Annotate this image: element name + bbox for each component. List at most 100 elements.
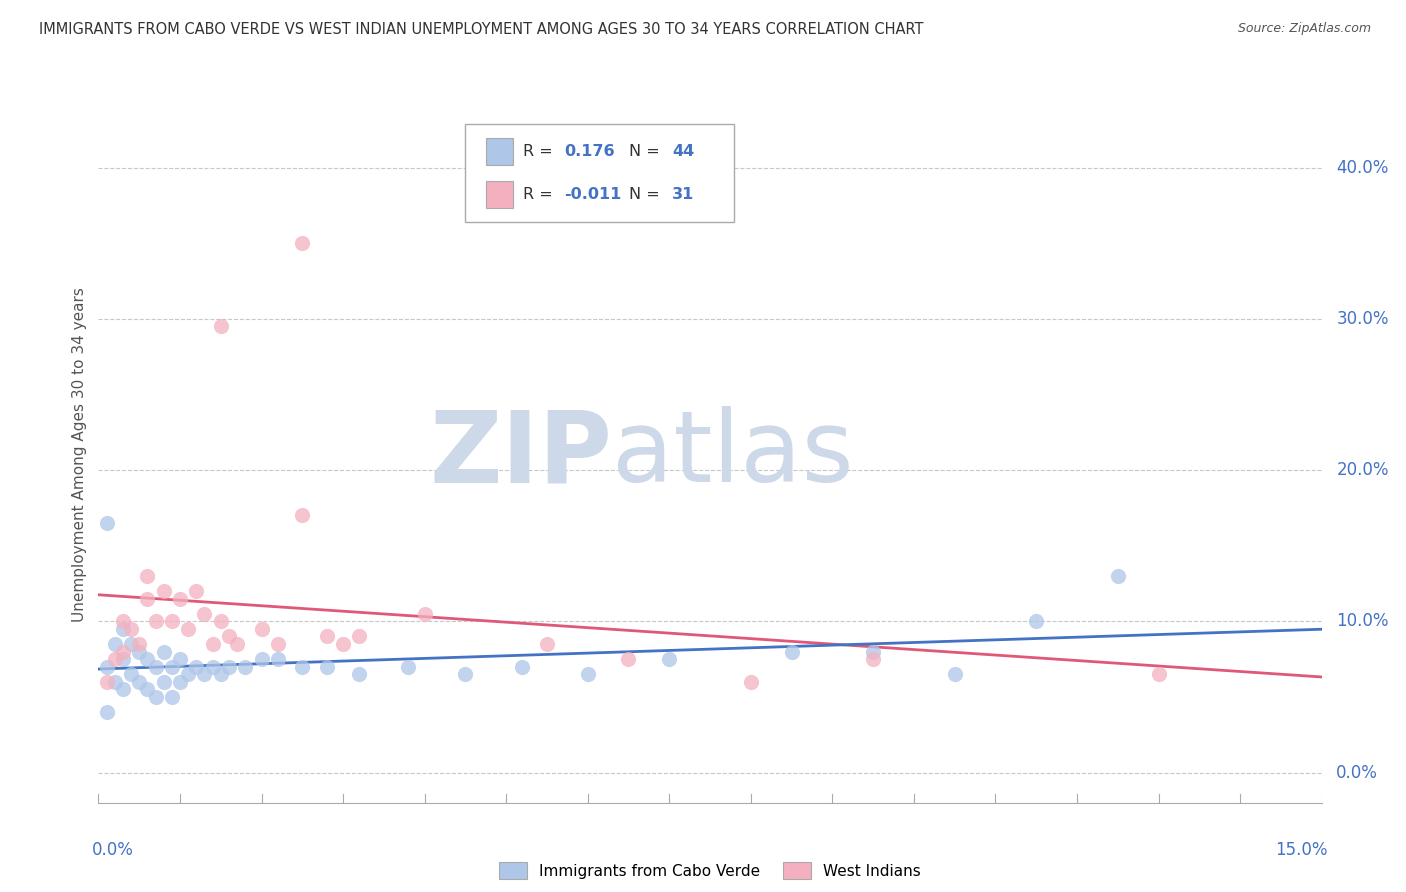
Point [233, 659, 256, 673]
Point [169, 674, 191, 689]
FancyBboxPatch shape [465, 124, 734, 222]
Y-axis label: Unemployment Among Ages 30 to 34 years: Unemployment Among Ages 30 to 34 years [72, 287, 87, 623]
Text: 0.0%: 0.0% [1336, 764, 1378, 781]
Text: IMMIGRANTS FROM CABO VERDE VS WEST INDIAN UNEMPLOYMENT AMONG AGES 30 TO 34 YEARS: IMMIGRANTS FROM CABO VERDE VS WEST INDIA… [39, 22, 924, 37]
Point [177, 622, 200, 636]
Point [169, 591, 191, 606]
Point [96, 659, 118, 673]
Point [104, 674, 127, 689]
Point [128, 674, 150, 689]
Point [658, 652, 681, 666]
Point [152, 674, 174, 689]
Point [943, 667, 966, 681]
Text: Source: ZipAtlas.com: Source: ZipAtlas.com [1237, 22, 1371, 36]
Point [740, 674, 762, 689]
Text: 31: 31 [672, 187, 695, 202]
Point [332, 637, 354, 651]
Point [128, 637, 150, 651]
Point [862, 652, 884, 666]
Point [193, 607, 215, 621]
Text: R =: R = [523, 145, 553, 159]
Point [576, 667, 599, 681]
Point [128, 644, 150, 658]
Point [267, 652, 290, 666]
Text: R =: R = [523, 187, 553, 202]
Point [120, 622, 142, 636]
Point [250, 622, 273, 636]
Point [96, 674, 118, 689]
Text: 20.0%: 20.0% [1336, 461, 1389, 479]
Text: N =: N = [630, 187, 659, 202]
Point [186, 659, 208, 673]
Legend: Immigrants from Cabo Verde, West Indians: Immigrants from Cabo Verde, West Indians [494, 855, 927, 886]
Point [617, 652, 640, 666]
Point [315, 629, 337, 643]
Point [349, 629, 371, 643]
Point [349, 667, 371, 681]
Point [226, 637, 249, 651]
Point [780, 644, 803, 658]
Point [160, 659, 183, 673]
Point [177, 667, 200, 681]
Text: 10.0%: 10.0% [1336, 612, 1389, 631]
Point [209, 615, 232, 629]
Point [413, 607, 436, 621]
Point [291, 508, 314, 523]
Text: atlas: atlas [612, 407, 853, 503]
Point [111, 644, 134, 658]
Point [201, 637, 224, 651]
Point [111, 682, 134, 697]
Point [536, 637, 558, 651]
Point [152, 644, 174, 658]
Point [315, 659, 337, 673]
Point [160, 615, 183, 629]
Text: 40.0%: 40.0% [1336, 159, 1389, 177]
Text: -0.011: -0.011 [564, 187, 621, 202]
Point [169, 652, 191, 666]
Point [218, 659, 240, 673]
Point [145, 615, 167, 629]
Point [136, 569, 159, 583]
Text: 30.0%: 30.0% [1336, 310, 1389, 327]
Point [145, 690, 167, 704]
Point [862, 644, 884, 658]
Point [160, 690, 183, 704]
Point [218, 629, 240, 643]
Point [193, 667, 215, 681]
Point [111, 652, 134, 666]
Point [145, 659, 167, 673]
Text: 15.0%: 15.0% [1275, 841, 1327, 859]
Point [120, 637, 142, 651]
Point [111, 615, 134, 629]
Point [186, 584, 208, 599]
Text: 0.176: 0.176 [564, 145, 614, 159]
Point [267, 637, 290, 651]
Point [104, 637, 127, 651]
Point [209, 667, 232, 681]
Point [291, 659, 314, 673]
Point [201, 659, 224, 673]
Point [1107, 569, 1129, 583]
Point [96, 705, 118, 719]
Text: 44: 44 [672, 145, 695, 159]
Point [136, 652, 159, 666]
Text: 0.0%: 0.0% [93, 841, 134, 859]
Point [111, 622, 134, 636]
Point [291, 236, 314, 251]
Point [250, 652, 273, 666]
Point [96, 516, 118, 530]
Point [1025, 615, 1047, 629]
Text: ZIP: ZIP [429, 407, 612, 503]
Point [152, 584, 174, 599]
Point [120, 667, 142, 681]
Text: N =: N = [630, 145, 659, 159]
Point [136, 682, 159, 697]
FancyBboxPatch shape [486, 181, 513, 208]
FancyBboxPatch shape [486, 138, 513, 165]
Point [104, 652, 127, 666]
Point [209, 319, 232, 334]
Point [136, 591, 159, 606]
Point [512, 659, 534, 673]
Point [1147, 667, 1170, 681]
Point [396, 659, 419, 673]
